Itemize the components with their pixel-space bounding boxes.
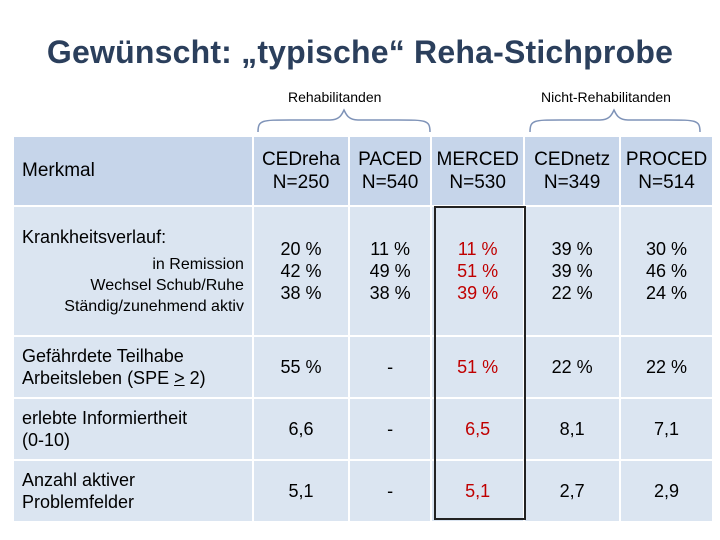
table-cell: 2,9 <box>619 461 712 521</box>
slide-title: Gewünscht: „typische“ Reha-Stichprobe <box>46 34 674 70</box>
table-cell: 5,1 <box>251 461 349 521</box>
table-cell: 8,1 <box>523 399 620 459</box>
table-cell-highlight: 5,1 <box>430 461 524 521</box>
brace-rehab <box>257 108 431 133</box>
table-cell: 30 % 46 % 24 % <box>619 207 712 335</box>
row-label: Krankheitsverlauf: in Remission Wechsel … <box>14 207 252 335</box>
table-cell: 6,6 <box>251 399 349 459</box>
group-label-nonrehab: Nicht-Rehabilitanden <box>541 89 671 105</box>
comparison-table: Merkmal CEDreha N=250 PACED N=540 MERCED N=… <box>14 135 712 523</box>
row-label: erlebte Informiertheit (0-10) <box>14 399 252 459</box>
header-study: CEDnetz N=349 <box>523 137 620 205</box>
table-cell: 7,1 <box>619 399 712 459</box>
table-header-row: Merkmal CEDreha N=250 PACED N=540 MERCED N=… <box>14 137 712 205</box>
table-row-info: erlebte Informiertheit (0-10) 6,6 - 6,5 … <box>14 399 712 459</box>
header-study: PACED N=540 <box>348 137 431 205</box>
header-study: MERCED N=530 <box>430 137 524 205</box>
table-cell: 22 % <box>619 337 712 397</box>
table-cell: 39 % 39 % 22 % <box>523 207 620 335</box>
table-cell: 20 % 42 % 38 % <box>251 207 349 335</box>
table-cell: 2,7 <box>523 461 620 521</box>
table-cell-highlight: 6,5 <box>430 399 524 459</box>
table-row-problem: Anzahl aktiver Problemfelder 5,1 - 5,1 2… <box>14 461 712 521</box>
group-label-rehab: Rehabilitanden <box>288 89 382 105</box>
table-cell: 22 % <box>523 337 620 397</box>
table-cell: - <box>348 337 431 397</box>
group-braces <box>257 108 701 133</box>
table-cell-highlight: 51 % <box>430 337 524 397</box>
table-row-verlauf: Krankheitsverlauf: in Remission Wechsel … <box>14 207 712 335</box>
header-merkmal: Merkmal <box>14 137 252 205</box>
header-study: PROCED N=514 <box>619 137 712 205</box>
table-row-teilhabe: Gefährdete Teilhabe Arbeitsleben (SPE > … <box>14 337 712 397</box>
table-cell: 55 % <box>251 337 349 397</box>
table-cell: - <box>348 461 431 521</box>
header-study: CEDreha N=250 <box>251 137 349 205</box>
row-label: Anzahl aktiver Problemfelder <box>14 461 252 521</box>
table-cell: - <box>348 399 431 459</box>
brace-nonrehab <box>529 108 701 133</box>
table-cell: 11 % 49 % 38 % <box>348 207 431 335</box>
table-cell-highlight: 11 % 51 % 39 % <box>430 207 524 335</box>
row-label: Gefährdete Teilhabe Arbeitsleben (SPE > … <box>14 337 252 397</box>
